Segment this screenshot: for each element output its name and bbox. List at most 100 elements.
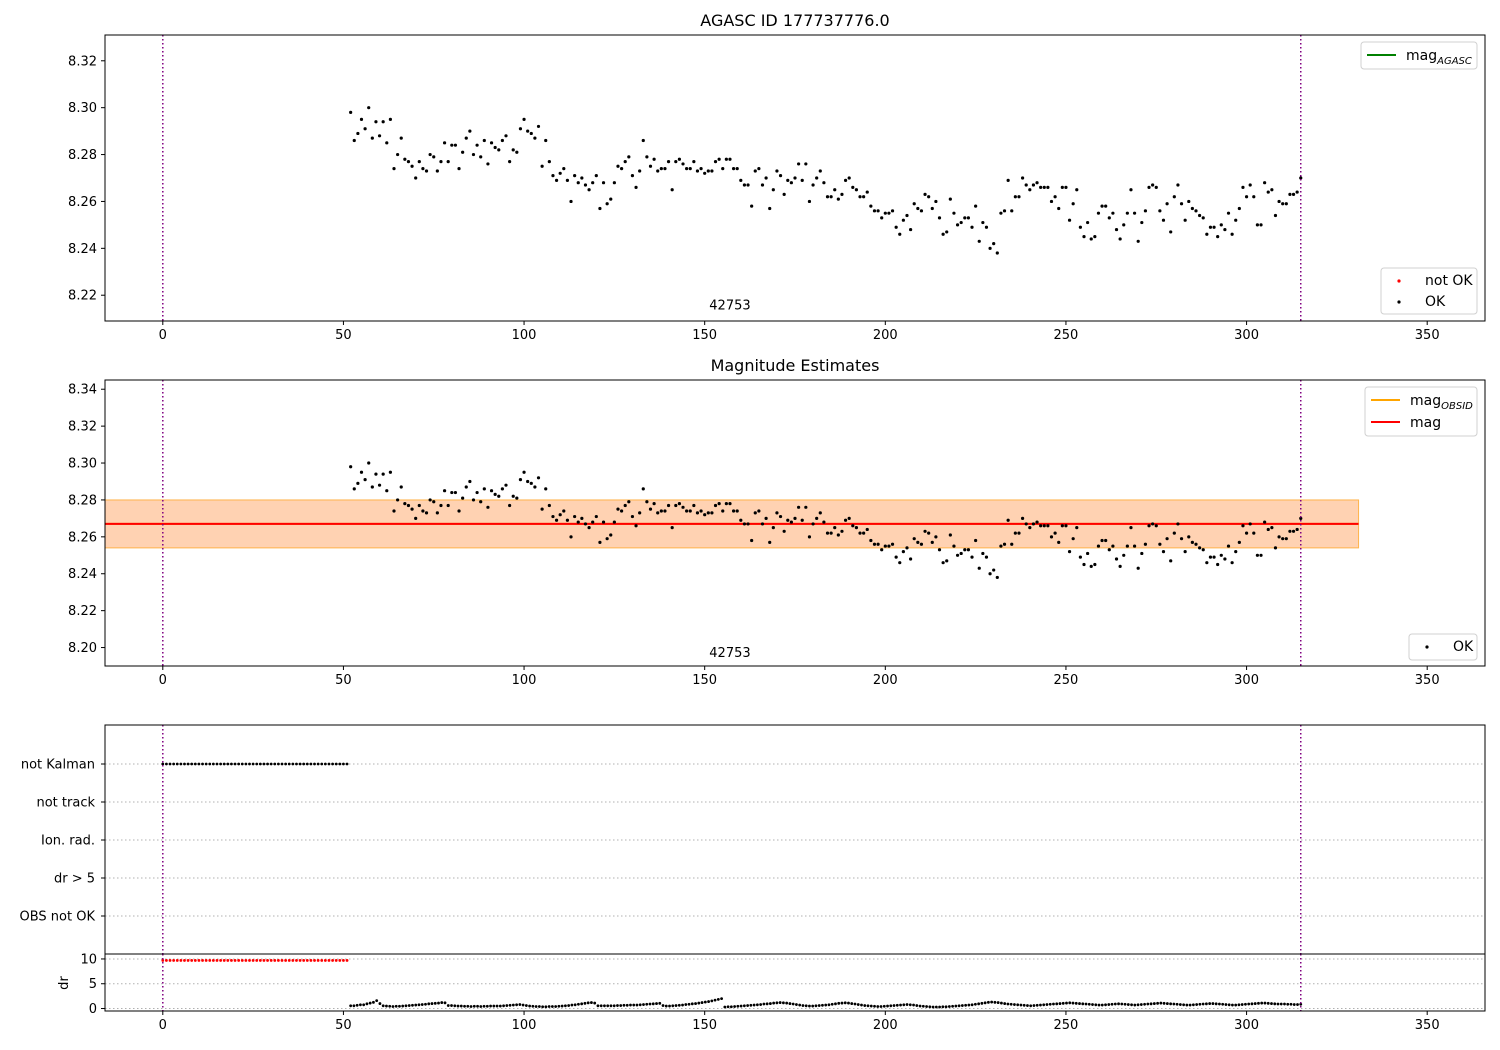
ok-point [1067, 218, 1072, 222]
ok-point [580, 176, 584, 180]
dr-point [590, 1001, 593, 1004]
ok-point [721, 167, 725, 171]
dr-point [632, 1003, 636, 1007]
dr-point [1087, 1002, 1091, 1006]
ok-point [840, 529, 844, 533]
dr-point [368, 1001, 372, 1005]
dr-point [752, 1003, 756, 1007]
flag-point [342, 762, 345, 766]
dr-flagged-point [291, 959, 295, 962]
dr-flagged-point [313, 959, 316, 962]
ok-point [493, 145, 497, 150]
ok-point [1071, 202, 1075, 206]
ok-point [833, 188, 837, 192]
ok-point [1277, 199, 1281, 204]
dr-point [1078, 1002, 1081, 1005]
ok-point [807, 535, 812, 539]
ok-point [905, 546, 909, 550]
dr-point [768, 1002, 772, 1005]
x-tick-label: 100 [512, 328, 537, 343]
legend-mag-obsid-label: magOBSID [1410, 393, 1473, 412]
ok-point [937, 216, 942, 220]
dr-point [642, 1003, 645, 1006]
dr-point [1107, 1003, 1111, 1006]
flag-point [309, 762, 313, 766]
x-tick-label: 350 [1415, 673, 1440, 688]
ok-point [1031, 183, 1036, 187]
obsid-annotation: 42753 [709, 646, 750, 661]
ok-point [912, 537, 916, 541]
ok-point [713, 503, 718, 508]
dr-point [798, 1003, 802, 1007]
dr-point [733, 1005, 737, 1008]
ok-point [547, 159, 551, 164]
dr-point [655, 1002, 658, 1005]
dr-point [957, 1004, 961, 1008]
ok-point [1281, 202, 1285, 206]
ok-point [1002, 209, 1007, 213]
ok-point [1208, 555, 1213, 559]
dr-point [847, 1001, 850, 1005]
ok-point [739, 518, 743, 522]
flag-point [269, 762, 273, 766]
ok-point [677, 502, 681, 506]
dr-point [895, 1003, 899, 1007]
ok-point [742, 183, 747, 187]
ok-point [1125, 544, 1129, 548]
dr-point [359, 1003, 362, 1007]
ok-point [1114, 557, 1119, 561]
ok-point [905, 213, 909, 218]
dr-point [687, 1002, 691, 1006]
ok-point [724, 157, 728, 161]
flag-point [168, 762, 172, 766]
x-tick-label: 200 [873, 328, 898, 343]
ok-point [865, 190, 869, 194]
ok-point [1244, 195, 1249, 199]
dr-point [1149, 1002, 1153, 1006]
ok-point [1216, 235, 1220, 239]
ok-point [1241, 185, 1245, 189]
dr-point [664, 1004, 668, 1008]
dr-point [577, 1002, 580, 1006]
ok-point [406, 159, 411, 164]
ok-point [594, 514, 598, 519]
dr-point [355, 1003, 359, 1007]
dr-point [612, 1004, 616, 1008]
ok-point [825, 531, 830, 535]
y-tick-label: 8.24 [68, 242, 97, 257]
ok-point [760, 522, 765, 526]
dr-point [466, 1004, 470, 1008]
flag-point [248, 762, 251, 766]
ok-point [1273, 213, 1278, 218]
ok-point [753, 169, 757, 173]
ok-point [356, 131, 360, 136]
dr-point [684, 1003, 688, 1006]
dr-point [1195, 1003, 1199, 1006]
dr-point [788, 1002, 792, 1005]
ok-point [1219, 223, 1223, 227]
x-tick-label: 50 [335, 328, 352, 343]
ok-point [370, 485, 374, 489]
obsid-annotation: 42753 [709, 298, 750, 313]
dr-point [973, 1002, 977, 1006]
dr-point [1263, 1001, 1267, 1005]
dr-flagged-point [284, 959, 288, 962]
ok-point [822, 520, 826, 524]
ok-point [1226, 211, 1231, 215]
dr-point [1276, 1002, 1280, 1006]
flag-point [233, 762, 237, 766]
dr-point [1081, 1002, 1085, 1006]
ok-point [1129, 188, 1133, 192]
ok-point [974, 538, 978, 543]
ok-point [872, 209, 877, 213]
dr-point [1270, 1002, 1273, 1005]
ok-point [504, 134, 508, 138]
ok-point [750, 538, 754, 543]
x-tick-label: 50 [335, 1018, 352, 1033]
ok-point [1234, 218, 1238, 222]
dr-point [983, 1001, 987, 1005]
ok-point [670, 188, 674, 192]
ok-point [1284, 202, 1288, 206]
ok-point [1093, 235, 1097, 239]
axes-frame [104, 34, 1486, 322]
